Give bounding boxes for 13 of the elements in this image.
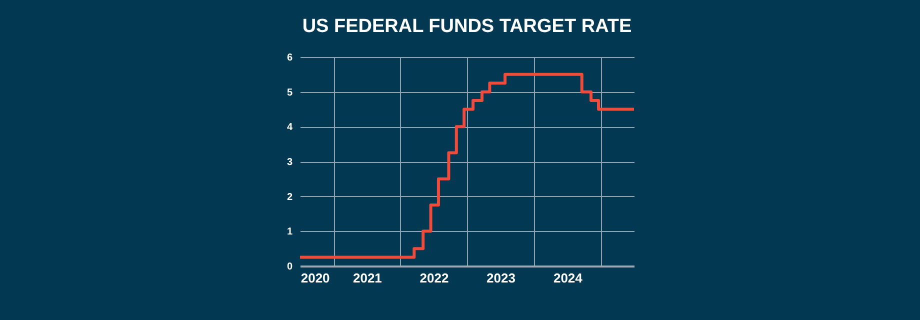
y-tick-label: 6 <box>286 52 293 64</box>
x-tick-label: 2024 <box>553 270 584 286</box>
y-tick-label: 0 <box>286 262 293 272</box>
x-tick-label: 2020 <box>300 270 330 286</box>
x-tick-label: 2023 <box>486 270 516 286</box>
y-tick-label: 3 <box>286 157 293 168</box>
x-tick-label: 2022 <box>420 270 449 286</box>
y-tick-label: 4 <box>286 122 293 134</box>
x-tick-label: 2021 <box>352 270 382 286</box>
y-tick-label: 2 <box>286 192 293 203</box>
chart-title: US FEDERAL FUNDS TARGET RATE <box>302 16 632 37</box>
y-tick-label: 5 <box>286 87 293 98</box>
y-tick-label: 1 <box>286 226 293 238</box>
